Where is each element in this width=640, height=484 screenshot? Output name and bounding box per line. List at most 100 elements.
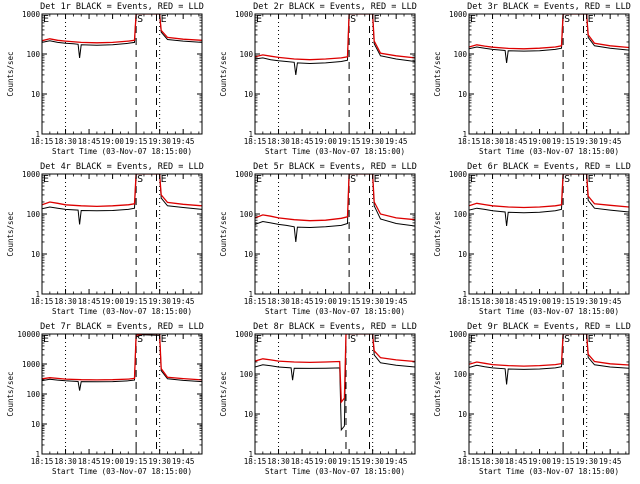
event-marker-label: S [350, 334, 356, 345]
y-tick-label: 1000 [235, 10, 254, 19]
panel-svg: Det 6r BLACK = Events, RED = LLD 1 10 100 10… [433, 162, 631, 316]
y-tick-label: 1000 [449, 170, 468, 179]
x-tick-label: 18:45 [78, 137, 101, 146]
y-axis-label: Counts/sec [433, 371, 442, 416]
x-tick-label: 19:30 [361, 297, 384, 306]
x-tick-label: 19:45 [385, 457, 408, 466]
y-tick-label: 10 [458, 90, 468, 99]
x-axis-label: Start Time (03-Nov-07 18:15:00) [265, 307, 405, 316]
events-series-line [469, 174, 629, 227]
event-marker-label: E [470, 14, 476, 25]
x-tick-label: 19:30 [575, 297, 598, 306]
y-axis-label: Counts/sec [219, 51, 228, 96]
x-tick-label: 19:45 [172, 137, 195, 146]
event-marker-label: E [470, 174, 476, 185]
lld-series-line [42, 174, 202, 208]
x-tick-label: 19:30 [575, 137, 598, 146]
y-tick-label: 10 [244, 90, 254, 99]
y-tick-label: 1 [35, 290, 40, 299]
panel-svg: Det 3r BLACK = Events, RED = LLD 1 10 100 10… [433, 2, 631, 156]
plot-frame [468, 13, 630, 135]
detector-panel-5: Det 5r BLACK = Events, RED = LLD 1 10 100 10… [213, 160, 426, 320]
plot-frame [41, 173, 203, 295]
x-tick-label: 18:45 [505, 457, 528, 466]
y-tick-label: 1000 [235, 330, 254, 339]
y-tick-label: 10 [31, 250, 41, 259]
lld-series-line [42, 334, 202, 381]
y-tick-label: 1 [462, 290, 467, 299]
x-tick-label: 18:15 [31, 457, 54, 466]
x-tick-label: 18:45 [505, 137, 528, 146]
events-series-line [42, 334, 202, 391]
event-marker-label: S [137, 174, 143, 185]
x-tick-label: 19:15 [125, 457, 148, 466]
x-tick-label: 18:15 [458, 297, 481, 306]
detector-panel-8: Det 8r BLACK = Events, RED = LLD 1 10 100 10… [213, 320, 426, 480]
events-series-line [255, 334, 415, 432]
y-axis-label: Counts/sec [6, 371, 15, 416]
events-series-line [255, 174, 415, 243]
x-tick-label: 19:45 [599, 137, 622, 146]
x-tick-label: 19:45 [599, 297, 622, 306]
panel-title: Det 2r BLACK = Events, RED = LLD [253, 2, 417, 12]
plot-frame [254, 333, 416, 455]
x-tick-label: 18:45 [291, 137, 314, 146]
x-tick-label: 19:30 [148, 457, 171, 466]
x-tick-label: 19:30 [575, 457, 598, 466]
y-tick-label: 100 [453, 50, 467, 59]
x-tick-label: 19:15 [338, 457, 361, 466]
x-tick-label: 18:30 [481, 457, 504, 466]
y-tick-label: 1000 [235, 170, 254, 179]
x-axis-label: Start Time (03-Nov-07 18:15:00) [265, 467, 405, 476]
event-marker-label: S [137, 14, 143, 25]
panel-svg: Det 1r BLACK = Events, RED = LLD 1 10 100 10… [6, 2, 204, 156]
event-marker-label: S [350, 174, 356, 185]
y-tick-label: 100 [453, 370, 467, 379]
y-axis-label: Counts/sec [433, 51, 442, 96]
detector-panel-1: Det 1r BLACK = Events, RED = LLD 1 10 100 10… [0, 0, 213, 160]
panel-title: Det 8r BLACK = Events, RED = LLD [253, 322, 417, 332]
y-tick-label: 10000 [17, 330, 40, 339]
detector-panel-3: Det 3r BLACK = Events, RED = LLD 1 10 100 10… [427, 0, 640, 160]
events-series-line [469, 14, 629, 63]
panel-title: Det 4r BLACK = Events, RED = LLD [40, 162, 204, 172]
y-tick-label: 1 [35, 450, 40, 459]
plot-frame [254, 173, 416, 295]
y-tick-label: 1000 [22, 360, 41, 369]
x-tick-label: 18:30 [481, 297, 504, 306]
y-tick-label: 100 [26, 210, 40, 219]
x-tick-label: 19:45 [385, 137, 408, 146]
event-marker-label: E [161, 14, 167, 25]
x-tick-label: 19:30 [148, 137, 171, 146]
event-marker-label: E [588, 174, 594, 185]
y-tick-label: 10 [244, 250, 254, 259]
y-axis-label: Counts/sec [219, 211, 228, 256]
x-tick-label: 18:30 [267, 137, 290, 146]
events-series-line [469, 334, 629, 385]
event-marker-label: E [161, 174, 167, 185]
event-marker-label: E [588, 14, 594, 25]
x-tick-label: 19:15 [338, 137, 361, 146]
event-marker-label: E [374, 174, 380, 185]
x-tick-label: 19:00 [101, 457, 124, 466]
x-tick-label: 19:15 [552, 457, 575, 466]
x-tick-label: 18:30 [481, 137, 504, 146]
detector-panel-4: Det 4r BLACK = Events, RED = LLD 1 10 100 10… [0, 160, 213, 320]
event-marker-label: S [564, 174, 570, 185]
x-tick-label: 19:15 [125, 297, 148, 306]
y-tick-label: 100 [239, 50, 253, 59]
detector-panel-9: Det 9r BLACK = Events, RED = LLD 1 10 100 10… [427, 320, 640, 480]
panel-title: Det 1r BLACK = Events, RED = LLD [40, 2, 204, 12]
y-tick-label: 10 [31, 90, 41, 99]
x-axis-label: Start Time (03-Nov-07 18:15:00) [479, 307, 619, 316]
panel-svg: Det 9r BLACK = Events, RED = LLD 1 10 100 10… [433, 322, 631, 476]
panel-svg: Det 5r BLACK = Events, RED = LLD 1 10 100 10… [219, 162, 417, 316]
panel-title: Det 9r BLACK = Events, RED = LLD [467, 322, 631, 332]
x-tick-label: 19:45 [385, 297, 408, 306]
x-tick-label: 18:30 [267, 297, 290, 306]
x-tick-label: 18:15 [31, 297, 54, 306]
events-series-line [42, 14, 202, 58]
x-tick-label: 19:15 [338, 297, 361, 306]
x-tick-label: 19:00 [528, 457, 551, 466]
lld-series-line [469, 14, 629, 50]
